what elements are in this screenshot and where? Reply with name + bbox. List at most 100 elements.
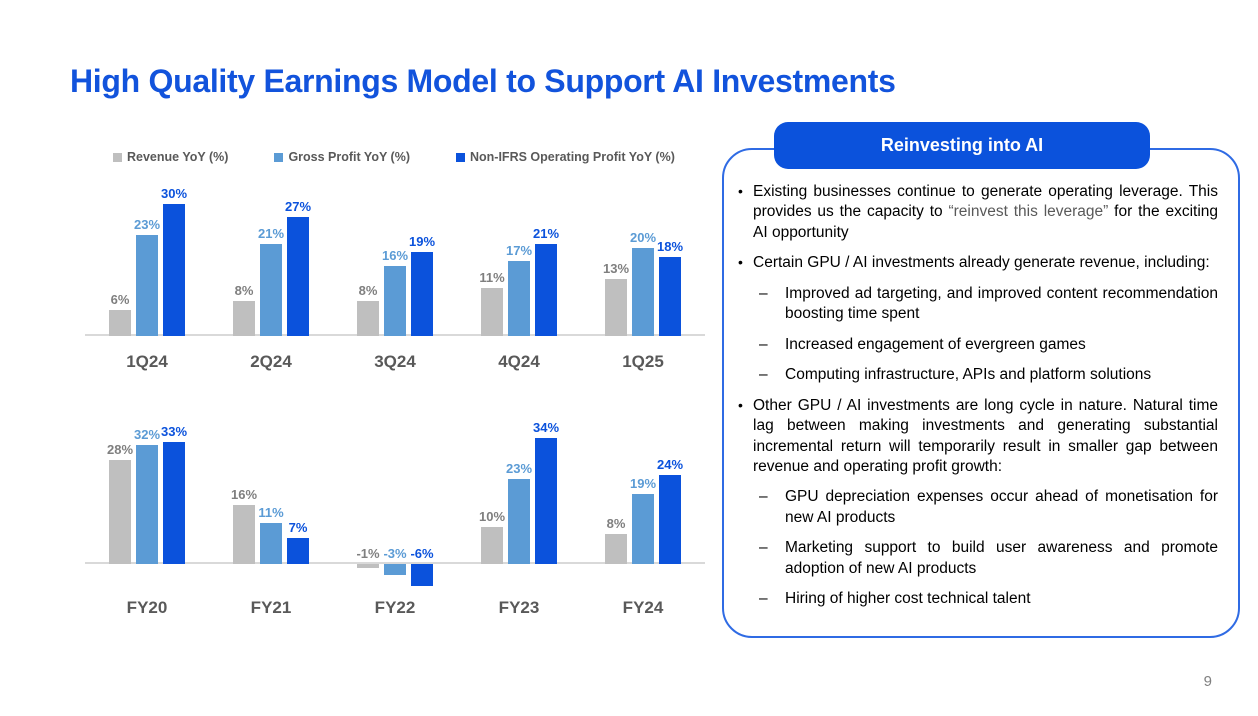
bar: [260, 243, 282, 336]
page-title: High Quality Earnings Model to Support A…: [70, 63, 896, 100]
bar-value-label: 32%: [133, 427, 161, 443]
bullet-item: – Improved ad targeting, and improved con…: [759, 284, 1218, 325]
bar: [481, 287, 503, 336]
category-label: 4Q24: [498, 352, 540, 371]
bullet-text: Marketing support to build user awarenes…: [785, 539, 1218, 577]
bullet-text: Hiring of higher cost technical talent: [785, 590, 1031, 608]
bullet-item: • Existing businesses continue to generat…: [738, 182, 1218, 243]
panel-bullets: • Existing businesses continue to generat…: [724, 150, 1238, 610]
bullet-text: Improved ad targeting, and improved cont…: [785, 284, 1218, 323]
bar: [287, 538, 309, 564]
bullet-marker-icon: –: [759, 488, 768, 506]
bar: [109, 460, 131, 564]
bar-value-label: 16%: [381, 247, 409, 263]
bullet-item: • Certain GPU / AI investments already ge…: [738, 253, 1218, 273]
bar-value-label: 8%: [358, 282, 378, 298]
page-number: 9: [1203, 673, 1212, 690]
bar: [535, 243, 557, 336]
bar: [163, 441, 185, 564]
bar: [287, 217, 309, 336]
fiscal-year-yoy-bar-chart: FY20 28% 32% 33% FY21 16% 11% 7% FY22 -1% -3% -6% FY…: [85, 420, 705, 620]
category-label: FY21: [250, 598, 292, 617]
bar-value-label: 7%: [288, 520, 308, 536]
bar: [233, 300, 255, 336]
bar-value-label: 8%: [606, 516, 626, 532]
bar: [508, 478, 530, 564]
legend-label: Revenue YoY (%): [127, 150, 229, 164]
bar-value-label: -3%: [383, 546, 407, 561]
bar-value-label: 11%: [479, 269, 505, 285]
bar: [109, 309, 131, 336]
bar-value-label: 30%: [160, 186, 188, 201]
reinvesting-panel: Reinvesting into AI • Existing businesses…: [722, 122, 1240, 638]
bar-value-label: 11%: [258, 505, 284, 521]
bar: [605, 534, 627, 564]
legend-item-operating-profit: Non-IFRS Operating Profit YoY (%): [456, 150, 675, 164]
bar: [632, 248, 654, 336]
bar-value-label: 19%: [408, 234, 436, 250]
bullet-item: • Other GPU / AI investments are long cyc…: [738, 396, 1218, 478]
category-label: 1Q24: [126, 352, 168, 371]
bar-value-label: 17%: [505, 243, 533, 259]
category-label: FY24: [622, 598, 664, 617]
bar: [659, 256, 681, 336]
bar: [605, 278, 627, 336]
bar-value-label: 6%: [110, 291, 130, 307]
revenue-legend-swatch-icon: [113, 152, 122, 162]
bullet-marker-icon: •: [738, 254, 743, 271]
bar-value-label: 21%: [532, 225, 560, 241]
bullet-marker-icon: –: [759, 335, 768, 353]
chart-legend: Revenue YoY (%) Gross Profit YoY (%) Non…: [113, 150, 675, 164]
bar: [136, 234, 158, 336]
bar-value-label: 18%: [656, 238, 684, 254]
bullet-item: – GPU depreciation expenses occur ahead o…: [759, 487, 1218, 528]
bar-value-label: 16%: [230, 486, 258, 502]
bar: [163, 204, 185, 336]
bullet-marker-icon: –: [759, 284, 768, 302]
gross-profit-legend-swatch-icon: [274, 152, 284, 162]
operating-profit-legend-swatch-icon: [456, 152, 465, 162]
panel-header-badge: Reinvesting into AI: [774, 122, 1150, 169]
bar: [357, 564, 379, 568]
bullet-text: GPU depreciation expenses occur ahead of…: [785, 488, 1218, 526]
bullet-marker-icon: –: [759, 539, 768, 557]
bar-value-label: 27%: [284, 199, 312, 215]
bar: [260, 523, 282, 564]
category-label: 2Q24: [250, 352, 292, 371]
bar-value-label: 24%: [656, 457, 684, 473]
bullet-text: Other GPU / AI investments are long cycl…: [753, 396, 1218, 475]
legend-label: Gross Profit YoY (%): [288, 150, 410, 164]
bullet-item: – Marketing support to build user awarene…: [759, 538, 1218, 579]
bullet-marker-icon: •: [738, 396, 743, 413]
bar-value-label: 23%: [133, 216, 161, 232]
bullet-text: Computing infrastructure, APIs and platf…: [785, 366, 1152, 384]
bar: [411, 252, 433, 336]
bar: [508, 261, 530, 336]
bar: [535, 438, 557, 564]
bullet-text: Increased engagement of evergreen games: [785, 335, 1086, 353]
bar-value-label: 28%: [106, 442, 134, 458]
bullet-item: – Increased engagement of evergreen games: [759, 335, 1218, 355]
legend-label: Non-IFRS Operating Profit YoY (%): [470, 150, 675, 164]
category-label: FY22: [374, 598, 416, 617]
bar-value-label: 19%: [629, 475, 657, 491]
category-label: FY23: [498, 598, 540, 617]
bar: [659, 475, 681, 564]
bar: [411, 564, 433, 587]
bar: [357, 300, 379, 336]
legend-item-revenue: Revenue YoY (%): [113, 150, 228, 164]
bar: [481, 526, 503, 564]
bar-value-label: 13%: [602, 260, 630, 276]
bullet-text: Certain GPU / AI investments already gen…: [753, 254, 1210, 272]
bar-value-label: 20%: [629, 230, 657, 245]
bar-value-label: 34%: [532, 420, 560, 435]
bar-value-label: 23%: [505, 460, 533, 476]
bar-value-label: 21%: [257, 225, 285, 241]
category-label: FY20: [126, 598, 168, 617]
category-label: 1Q25: [622, 352, 664, 371]
bar-value-label: 8%: [234, 282, 254, 298]
bullet-marker-icon: •: [738, 183, 743, 199]
bullet-text: Existing businesses continue to generate…: [753, 183, 1219, 241]
quarterly-yoy-bar-chart: 1Q24 6% 23% 30% 2Q24 8% 21% 27% 3Q24 8% 16% 19% 4Q24…: [85, 186, 705, 374]
